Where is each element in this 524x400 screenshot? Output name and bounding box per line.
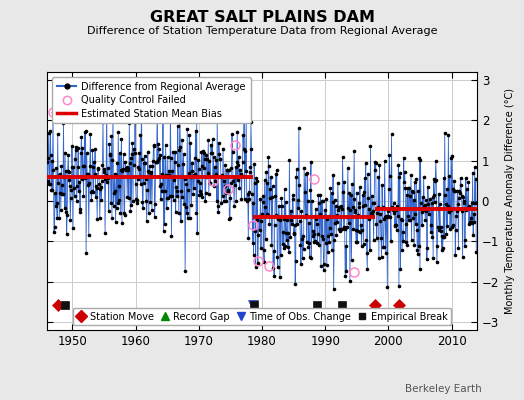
- Legend: Station Move, Record Gap, Time of Obs. Change, Empirical Break: Station Move, Record Gap, Time of Obs. C…: [72, 308, 452, 325]
- Text: Difference of Station Temperature Data from Regional Average: Difference of Station Temperature Data f…: [87, 26, 437, 36]
- Text: Berkeley Earth: Berkeley Earth: [406, 384, 482, 394]
- Text: GREAT SALT PLAINS DAM: GREAT SALT PLAINS DAM: [149, 10, 375, 25]
- Y-axis label: Monthly Temperature Anomaly Difference (°C): Monthly Temperature Anomaly Difference (…: [505, 88, 515, 314]
